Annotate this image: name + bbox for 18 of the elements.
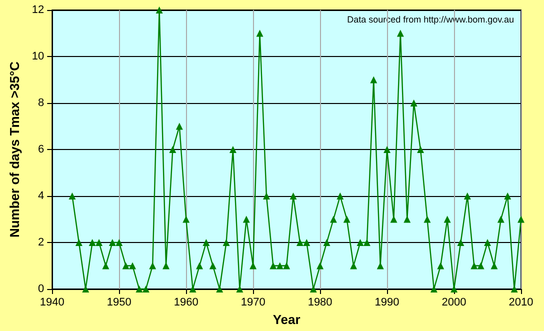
x-tick-label: 1960 [174, 296, 198, 308]
y-tick-label: 8 [38, 97, 44, 109]
x-axis-title: Year [272, 312, 300, 327]
x-tick-label: 1950 [106, 296, 132, 308]
x-tick-label: 1940 [40, 296, 64, 308]
y-tick-label: 0 [38, 283, 44, 295]
y-tick-label: 4 [38, 190, 44, 202]
y-tick-label: 10 [32, 50, 44, 62]
y-tick-label: 6 [38, 144, 44, 156]
x-tick-label: 2000 [442, 296, 466, 308]
y-tick-label: 12 [32, 4, 44, 16]
annotation: Data sourced from http://www.bom.gov.au [347, 14, 514, 24]
y-axis-title: Number of days Tmax >35°C [7, 60, 22, 238]
x-tick-label: 1990 [374, 296, 400, 308]
x-tick-label: 1970 [240, 296, 266, 308]
y-tick-label: 2 [38, 236, 44, 248]
x-tick-label: 2010 [508, 296, 534, 308]
x-tick-label: 1980 [308, 296, 332, 308]
